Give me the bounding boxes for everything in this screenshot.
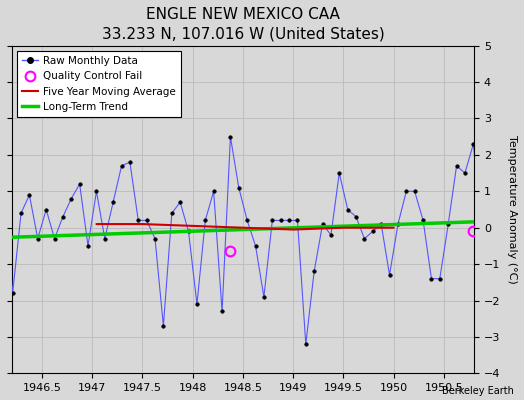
Y-axis label: Temperature Anomaly (°C): Temperature Anomaly (°C): [507, 135, 517, 284]
Title: ENGLE NEW MEXICO CAA
33.233 N, 107.016 W (United States): ENGLE NEW MEXICO CAA 33.233 N, 107.016 W…: [102, 7, 385, 42]
Legend: Raw Monthly Data, Quality Control Fail, Five Year Moving Average, Long-Term Tren: Raw Monthly Data, Quality Control Fail, …: [17, 51, 181, 117]
Text: Berkeley Earth: Berkeley Earth: [442, 386, 514, 396]
